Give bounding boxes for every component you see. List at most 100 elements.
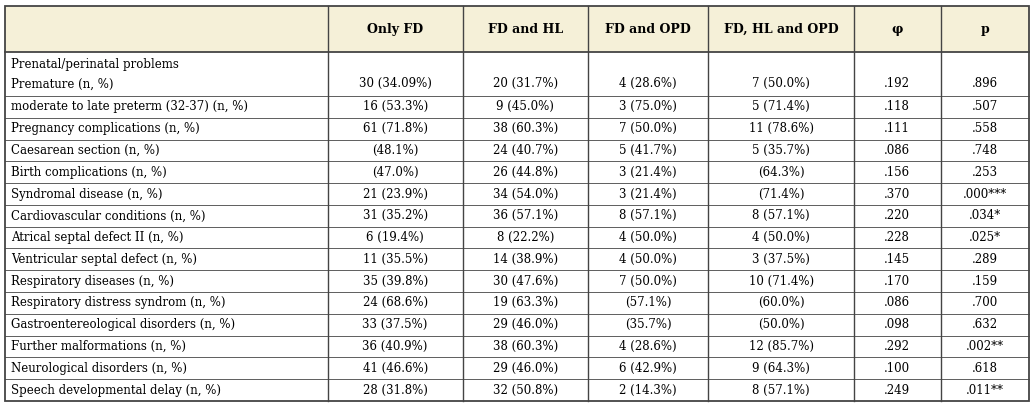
Text: 24 (40.7%): 24 (40.7%) bbox=[492, 144, 557, 157]
Text: 6 (42.9%): 6 (42.9%) bbox=[619, 362, 677, 375]
Text: Further malformations (n, %): Further malformations (n, %) bbox=[11, 340, 186, 353]
Text: FD and HL: FD and HL bbox=[488, 23, 562, 36]
Text: 20 (31.7%): 20 (31.7%) bbox=[492, 77, 557, 90]
Text: .118: .118 bbox=[884, 101, 910, 114]
Text: 4 (50.0%): 4 (50.0%) bbox=[619, 253, 677, 266]
Text: moderate to late preterm (32-37) (n, %): moderate to late preterm (32-37) (n, %) bbox=[11, 101, 248, 114]
Text: 35 (39.8%): 35 (39.8%) bbox=[363, 275, 428, 288]
Text: .292: .292 bbox=[884, 340, 910, 353]
Text: (57.1%): (57.1%) bbox=[625, 296, 671, 309]
Text: Atrical septal defect II (n, %): Atrical septal defect II (n, %) bbox=[11, 231, 184, 244]
Text: 4 (28.6%): 4 (28.6%) bbox=[619, 340, 677, 353]
Text: Respiratory diseases (n, %): Respiratory diseases (n, %) bbox=[11, 275, 175, 288]
Text: 8 (22.2%): 8 (22.2%) bbox=[496, 231, 554, 244]
Text: 34 (54.0%): 34 (54.0%) bbox=[492, 188, 558, 201]
Text: .618: .618 bbox=[972, 362, 998, 375]
Text: 7 (50.0%): 7 (50.0%) bbox=[752, 77, 810, 90]
Text: 19 (63.3%): 19 (63.3%) bbox=[492, 296, 557, 309]
Text: 61 (71.8%): 61 (71.8%) bbox=[363, 122, 428, 135]
Text: (50.0%): (50.0%) bbox=[758, 318, 804, 331]
Text: Premature (n, %): Premature (n, %) bbox=[11, 77, 114, 90]
Text: Birth complications (n, %): Birth complications (n, %) bbox=[11, 166, 168, 179]
Text: .098: .098 bbox=[884, 318, 910, 331]
Text: φ: φ bbox=[891, 23, 903, 36]
Text: 9 (64.3%): 9 (64.3%) bbox=[752, 362, 810, 375]
Text: Pregnancy complications (n, %): Pregnancy complications (n, %) bbox=[11, 122, 201, 135]
Text: .159: .159 bbox=[972, 275, 998, 288]
Text: .086: .086 bbox=[884, 296, 910, 309]
Text: .086: .086 bbox=[884, 144, 910, 157]
Text: (60.0%): (60.0%) bbox=[758, 296, 804, 309]
Text: 4 (50.0%): 4 (50.0%) bbox=[752, 231, 810, 244]
Text: .289: .289 bbox=[972, 253, 998, 266]
Text: p: p bbox=[980, 23, 990, 36]
Text: 21 (23.9%): 21 (23.9%) bbox=[363, 188, 428, 201]
Text: 12 (85.7%): 12 (85.7%) bbox=[749, 340, 814, 353]
Text: Caesarean section (n, %): Caesarean section (n, %) bbox=[11, 144, 160, 157]
Text: 3 (75.0%): 3 (75.0%) bbox=[619, 101, 677, 114]
Text: .896: .896 bbox=[972, 77, 998, 90]
Text: Gastroentereological disorders (n, %): Gastroentereological disorders (n, %) bbox=[11, 318, 236, 331]
Text: .220: .220 bbox=[884, 209, 910, 222]
Text: 31 (35.2%): 31 (35.2%) bbox=[363, 209, 428, 222]
Text: 5 (71.4%): 5 (71.4%) bbox=[752, 101, 810, 114]
Text: Cardiovascular conditions (n, %): Cardiovascular conditions (n, %) bbox=[11, 209, 206, 222]
Text: 7 (50.0%): 7 (50.0%) bbox=[619, 275, 677, 288]
Text: 30 (34.09%): 30 (34.09%) bbox=[359, 77, 431, 90]
Text: 5 (41.7%): 5 (41.7%) bbox=[619, 144, 677, 157]
Text: 5 (35.7%): 5 (35.7%) bbox=[752, 144, 810, 157]
Text: .011**: .011** bbox=[966, 383, 1004, 396]
Text: .507: .507 bbox=[972, 101, 998, 114]
Text: .111: .111 bbox=[884, 122, 910, 135]
Text: 16 (53.3%): 16 (53.3%) bbox=[363, 101, 428, 114]
Text: 30 (47.6%): 30 (47.6%) bbox=[492, 275, 558, 288]
Text: 28 (31.8%): 28 (31.8%) bbox=[363, 383, 428, 396]
Text: 26 (44.8%): 26 (44.8%) bbox=[492, 166, 557, 179]
Text: .370: .370 bbox=[884, 188, 910, 201]
Text: .170: .170 bbox=[884, 275, 910, 288]
Text: Speech developmental delay (n, %): Speech developmental delay (n, %) bbox=[11, 383, 221, 396]
Text: 41 (46.6%): 41 (46.6%) bbox=[363, 362, 428, 375]
Text: 36 (40.9%): 36 (40.9%) bbox=[363, 340, 428, 353]
Text: 29 (46.0%): 29 (46.0%) bbox=[492, 362, 557, 375]
Text: (71.4%): (71.4%) bbox=[758, 188, 804, 201]
Text: .192: .192 bbox=[884, 77, 910, 90]
Text: 32 (50.8%): 32 (50.8%) bbox=[492, 383, 557, 396]
Text: .034*: .034* bbox=[969, 209, 1001, 222]
Text: 38 (60.3%): 38 (60.3%) bbox=[492, 340, 557, 353]
Text: FD and OPD: FD and OPD bbox=[605, 23, 691, 36]
Text: 36 (57.1%): 36 (57.1%) bbox=[492, 209, 557, 222]
Text: (47.0%): (47.0%) bbox=[372, 166, 419, 179]
Text: (35.7%): (35.7%) bbox=[625, 318, 671, 331]
Text: Neurological disorders (n, %): Neurological disorders (n, %) bbox=[11, 362, 187, 375]
Text: 11 (78.6%): 11 (78.6%) bbox=[749, 122, 814, 135]
Text: 3 (21.4%): 3 (21.4%) bbox=[619, 188, 677, 201]
Text: 14 (38.9%): 14 (38.9%) bbox=[492, 253, 557, 266]
Text: 9 (45.0%): 9 (45.0%) bbox=[496, 101, 554, 114]
Text: FD, HL and OPD: FD, HL and OPD bbox=[724, 23, 839, 36]
Text: Only FD: Only FD bbox=[367, 23, 423, 36]
Text: 2 (14.3%): 2 (14.3%) bbox=[619, 383, 677, 396]
Text: Syndromal disease (n, %): Syndromal disease (n, %) bbox=[11, 188, 163, 201]
Text: Respiratory distress syndrom (n, %): Respiratory distress syndrom (n, %) bbox=[11, 296, 225, 309]
Text: 33 (37.5%): 33 (37.5%) bbox=[363, 318, 428, 331]
Bar bbox=[5, 6, 1029, 53]
Text: 11 (35.5%): 11 (35.5%) bbox=[363, 253, 428, 266]
Text: .000***: .000*** bbox=[963, 188, 1007, 201]
Text: .002**: .002** bbox=[966, 340, 1004, 353]
Text: (64.3%): (64.3%) bbox=[758, 166, 804, 179]
Text: (48.1%): (48.1%) bbox=[372, 144, 419, 157]
Text: .558: .558 bbox=[972, 122, 998, 135]
Text: 4 (28.6%): 4 (28.6%) bbox=[619, 77, 677, 90]
Text: .156: .156 bbox=[884, 166, 910, 179]
Text: .100: .100 bbox=[884, 362, 910, 375]
Text: 7 (50.0%): 7 (50.0%) bbox=[619, 122, 677, 135]
Text: .249: .249 bbox=[884, 383, 910, 396]
Text: Prenatal/perinatal problems: Prenatal/perinatal problems bbox=[11, 58, 179, 71]
Text: 3 (21.4%): 3 (21.4%) bbox=[619, 166, 677, 179]
Text: 8 (57.1%): 8 (57.1%) bbox=[753, 383, 810, 396]
Text: .700: .700 bbox=[972, 296, 998, 309]
Text: 24 (68.6%): 24 (68.6%) bbox=[363, 296, 428, 309]
Text: 29 (46.0%): 29 (46.0%) bbox=[492, 318, 557, 331]
Text: Ventricular septal defect (n, %): Ventricular septal defect (n, %) bbox=[11, 253, 197, 266]
